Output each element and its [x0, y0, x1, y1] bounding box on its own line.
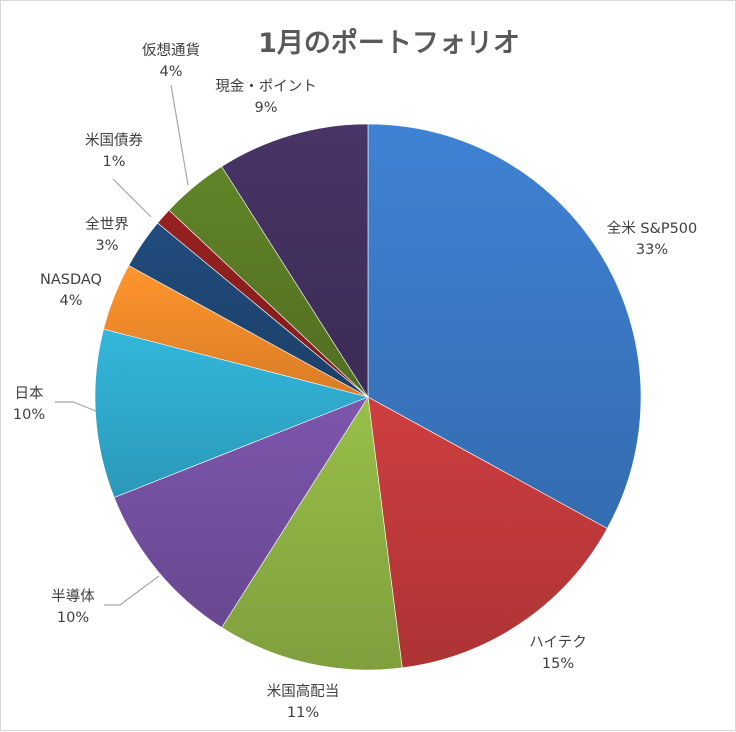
slice-percent-label: 10% [57, 610, 89, 626]
slice-category-label: ハイテク [529, 634, 586, 651]
slice-category-label: 米国高配当 [267, 683, 340, 700]
pie-slice [221, 396, 403, 671]
pie-slice [94, 328, 369, 498]
slice-category-label: 半導体 [51, 588, 95, 605]
chart-title: 1月のポートフォリオ [258, 28, 520, 59]
leader-lines [55, 84, 189, 606]
slice-percent-label: 15% [542, 656, 574, 672]
slice-category-label: 日本 [15, 385, 44, 402]
leader-line [170, 84, 189, 186]
leader-line [104, 575, 160, 606]
slice-percent-label: 1% [102, 154, 125, 170]
data-labels: 全米 S&P500 33% ハイテク 15% 米国高配当 11% 半導体 10% 日本 10% NA… [13, 42, 697, 721]
slice-percent-label: 4% [59, 293, 82, 309]
slice-category-label: 全世界 [85, 215, 129, 233]
pie-slice [221, 123, 369, 399]
pie-slices [94, 123, 642, 671]
slice-percent-label: 11% [287, 705, 319, 721]
pie-slice [113, 396, 369, 628]
slice-category-label: 米国債券 [85, 132, 143, 149]
leader-line [55, 401, 97, 412]
slice-percent-label: 9% [254, 100, 277, 116]
slice-category-label: 現金・ポイント [215, 78, 317, 95]
leader-line [112, 178, 152, 218]
slice-percent-label: 10% [13, 407, 45, 423]
slice-percent-label: 3% [95, 238, 118, 254]
slice-category-label: NASDAQ [40, 272, 102, 288]
slice-percent-label: 4% [159, 64, 182, 80]
pie-slice [367, 396, 608, 669]
slice-category-label: 仮想通貨 [142, 42, 200, 59]
slice-percent-label: 33% [636, 242, 668, 258]
slice-category-label: 全米 S&P500 [607, 219, 698, 237]
pie-slice [367, 123, 642, 529]
